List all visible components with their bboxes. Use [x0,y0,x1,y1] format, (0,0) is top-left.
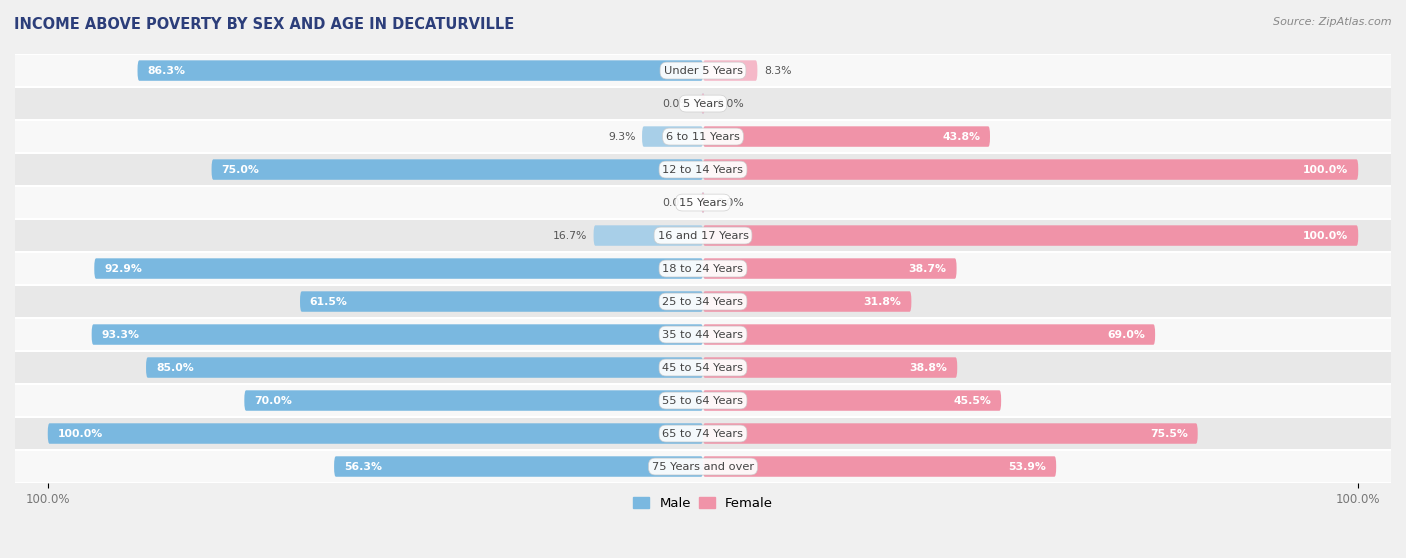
FancyBboxPatch shape [702,193,704,213]
Legend: Male, Female: Male, Female [627,492,779,515]
FancyBboxPatch shape [703,160,1358,180]
Bar [15,120,1391,153]
Text: 92.9%: 92.9% [104,263,142,273]
FancyBboxPatch shape [703,390,1001,411]
FancyBboxPatch shape [703,225,1358,246]
Text: 43.8%: 43.8% [942,132,980,142]
Text: 9.3%: 9.3% [607,132,636,142]
Text: 16 and 17 Years: 16 and 17 Years [658,230,748,240]
FancyBboxPatch shape [48,424,703,444]
Bar [15,219,1391,252]
Text: 35 to 44 Years: 35 to 44 Years [662,330,744,339]
Text: Source: ZipAtlas.com: Source: ZipAtlas.com [1274,17,1392,27]
Text: 31.8%: 31.8% [863,296,901,306]
FancyBboxPatch shape [703,357,957,378]
Text: 75.5%: 75.5% [1150,429,1188,439]
Bar [15,186,1391,219]
FancyBboxPatch shape [245,390,703,411]
Text: 5 Years: 5 Years [683,99,723,109]
Text: 6 to 11 Years: 6 to 11 Years [666,132,740,142]
Bar [15,450,1391,483]
Bar [15,318,1391,351]
Text: 8.3%: 8.3% [763,65,792,75]
Text: 0.0%: 0.0% [716,99,744,109]
Text: 0.0%: 0.0% [662,198,690,208]
Text: Under 5 Years: Under 5 Years [664,65,742,75]
Text: 69.0%: 69.0% [1108,330,1146,339]
Text: INCOME ABOVE POVERTY BY SEX AND AGE IN DECATURVILLE: INCOME ABOVE POVERTY BY SEX AND AGE IN D… [14,17,515,32]
FancyBboxPatch shape [94,258,703,279]
Text: 38.7%: 38.7% [908,263,946,273]
FancyBboxPatch shape [703,424,1198,444]
Bar [15,417,1391,450]
Bar [15,153,1391,186]
Bar [15,87,1391,120]
FancyBboxPatch shape [703,324,1156,345]
Text: 86.3%: 86.3% [148,65,186,75]
FancyBboxPatch shape [702,193,704,213]
FancyBboxPatch shape [146,357,703,378]
FancyBboxPatch shape [703,126,990,147]
Text: 61.5%: 61.5% [309,296,347,306]
Bar [15,252,1391,285]
Text: 100.0%: 100.0% [58,429,103,439]
Bar [15,351,1391,384]
Text: 18 to 24 Years: 18 to 24 Years [662,263,744,273]
FancyBboxPatch shape [702,93,704,114]
FancyBboxPatch shape [703,258,956,279]
Text: 45.5%: 45.5% [953,396,991,406]
Text: 56.3%: 56.3% [344,461,382,472]
Bar [15,54,1391,87]
FancyBboxPatch shape [703,291,911,312]
Text: 45 to 54 Years: 45 to 54 Years [662,363,744,373]
Bar [15,384,1391,417]
FancyBboxPatch shape [299,291,703,312]
Text: 75.0%: 75.0% [221,165,259,175]
FancyBboxPatch shape [643,126,703,147]
Text: 70.0%: 70.0% [254,396,292,406]
FancyBboxPatch shape [138,60,703,81]
Text: 100.0%: 100.0% [1303,165,1348,175]
FancyBboxPatch shape [703,456,1056,477]
Text: 16.7%: 16.7% [553,230,588,240]
FancyBboxPatch shape [702,93,704,114]
Text: 38.8%: 38.8% [910,363,948,373]
Text: 25 to 34 Years: 25 to 34 Years [662,296,744,306]
Text: 93.3%: 93.3% [101,330,139,339]
Text: 65 to 74 Years: 65 to 74 Years [662,429,744,439]
FancyBboxPatch shape [91,324,703,345]
FancyBboxPatch shape [211,160,703,180]
Text: 15 Years: 15 Years [679,198,727,208]
Text: 12 to 14 Years: 12 to 14 Years [662,165,744,175]
FancyBboxPatch shape [335,456,703,477]
FancyBboxPatch shape [593,225,703,246]
Bar [15,285,1391,318]
Text: 0.0%: 0.0% [716,198,744,208]
FancyBboxPatch shape [703,60,758,81]
Text: 55 to 64 Years: 55 to 64 Years [662,396,744,406]
Text: 0.0%: 0.0% [662,99,690,109]
Text: 75 Years and over: 75 Years and over [652,461,754,472]
Text: 85.0%: 85.0% [156,363,194,373]
Text: 100.0%: 100.0% [1303,230,1348,240]
Text: 53.9%: 53.9% [1008,461,1046,472]
